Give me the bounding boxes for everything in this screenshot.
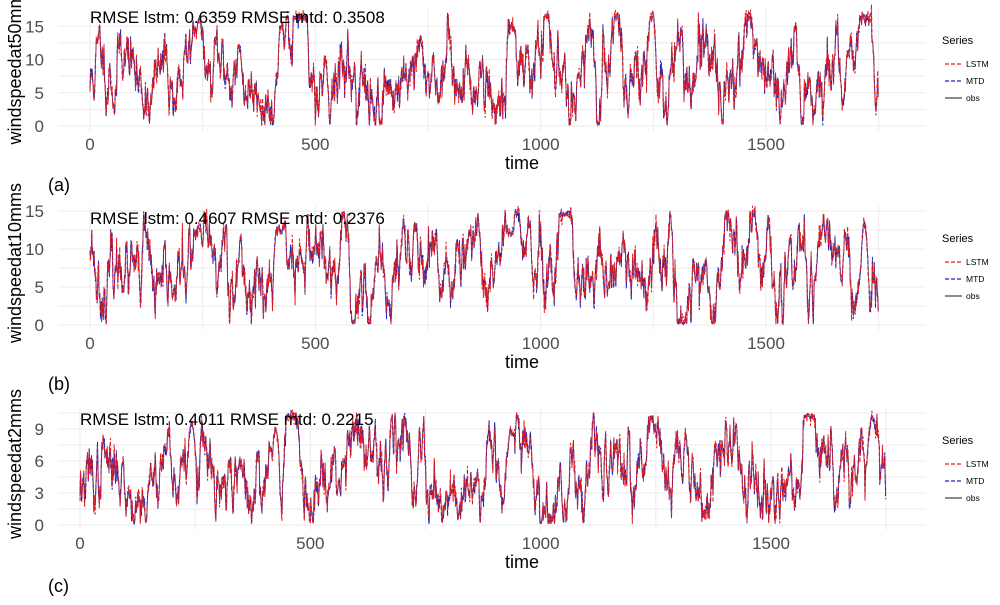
panel-2: 0 5 10 15 0 500 1000 1500 time windspeedat10mms RM… — [5, 183, 989, 394]
x-tick-label: 500 — [296, 534, 324, 553]
legend-label-mtd: MTD — [966, 76, 984, 86]
legend: Series LSTM MTD obs — [942, 435, 989, 503]
y-axis-label: windspeedat50mms — [5, 0, 25, 146]
panel-3: 0 3 6 9 0 500 1000 1500 time windspeedat2mms RMSE … — [5, 389, 989, 596]
series-mtd-line — [89, 208, 879, 326]
legend-label-obs: obs — [966, 291, 980, 301]
y-tick-label: 15 — [25, 17, 44, 36]
legend-label-mtd: MTD — [966, 476, 984, 486]
y-tick-label: 5 — [35, 278, 44, 297]
y-tick-label: 6 — [35, 452, 44, 471]
x-axis-label: time — [505, 552, 539, 572]
x-tick-label: 1500 — [752, 534, 790, 553]
panel-1: 0 5 10 15 0 500 1000 1500 time windspeedat50mms RM… — [5, 0, 989, 195]
x-tick-label: 0 — [85, 135, 94, 154]
legend-title: Series — [942, 233, 974, 245]
y-tick-label: 10 — [25, 240, 44, 259]
x-tick-label: 1000 — [522, 334, 560, 353]
x-tick-label: 1000 — [522, 135, 560, 154]
legend-label-lstm: LSTM — [966, 257, 989, 267]
legend-label-lstm: LSTM — [966, 59, 989, 69]
series-mtd-line — [89, 10, 879, 127]
rmse-annotation: RMSE lstm: 0.4607 RMSE mtd: 0.2376 — [90, 209, 385, 228]
x-tick-label: 1500 — [747, 334, 785, 353]
y-tick-label: 0 — [35, 516, 44, 535]
y-tick-label: 0 — [35, 316, 44, 335]
panel-label: (a) — [48, 175, 70, 195]
legend-label-obs: obs — [966, 493, 980, 503]
x-tick-label: 500 — [301, 334, 329, 353]
panel-label: (c) — [48, 576, 69, 596]
y-tick-label: 10 — [25, 51, 44, 70]
legend-title: Series — [942, 35, 974, 47]
y-axis-label: windspeedat10mms — [5, 183, 25, 344]
series-lstm-line — [89, 4, 879, 127]
series-lstm-line — [89, 205, 879, 326]
y-axis-label: windspeedat2mms — [5, 389, 25, 540]
y-tick-label: 9 — [35, 420, 44, 439]
legend-title: Series — [942, 435, 974, 447]
y-tick-label: 15 — [25, 202, 44, 221]
x-tick-label: 0 — [85, 334, 94, 353]
legend: Series LSTM MTD obs — [942, 233, 989, 301]
legend: Series LSTM MTD obs — [942, 35, 989, 103]
legend-label-mtd: MTD — [966, 274, 984, 284]
x-tick-label: 500 — [301, 135, 329, 154]
y-tick-label: 3 — [35, 484, 44, 503]
panel-label: (b) — [48, 374, 70, 394]
x-tick-label: 1500 — [747, 135, 785, 154]
x-tick-label: 1000 — [522, 534, 560, 553]
grid — [58, 8, 926, 131]
y-tick-label: 5 — [35, 84, 44, 103]
series-lstm-line — [79, 409, 887, 526]
legend-label-obs: obs — [966, 93, 980, 103]
rmse-annotation: RMSE lstm: 0.4011 RMSE mtd: 0.2215 — [80, 410, 374, 429]
rmse-annotation: RMSE lstm: 0.6359 RMSE mtd: 0.3508 — [90, 8, 385, 27]
x-tick-label: 0 — [75, 534, 84, 553]
y-tick-label: 0 — [35, 117, 44, 136]
legend-label-lstm: LSTM — [966, 459, 989, 469]
x-axis-label: time — [505, 153, 539, 173]
x-axis-label: time — [505, 352, 539, 372]
